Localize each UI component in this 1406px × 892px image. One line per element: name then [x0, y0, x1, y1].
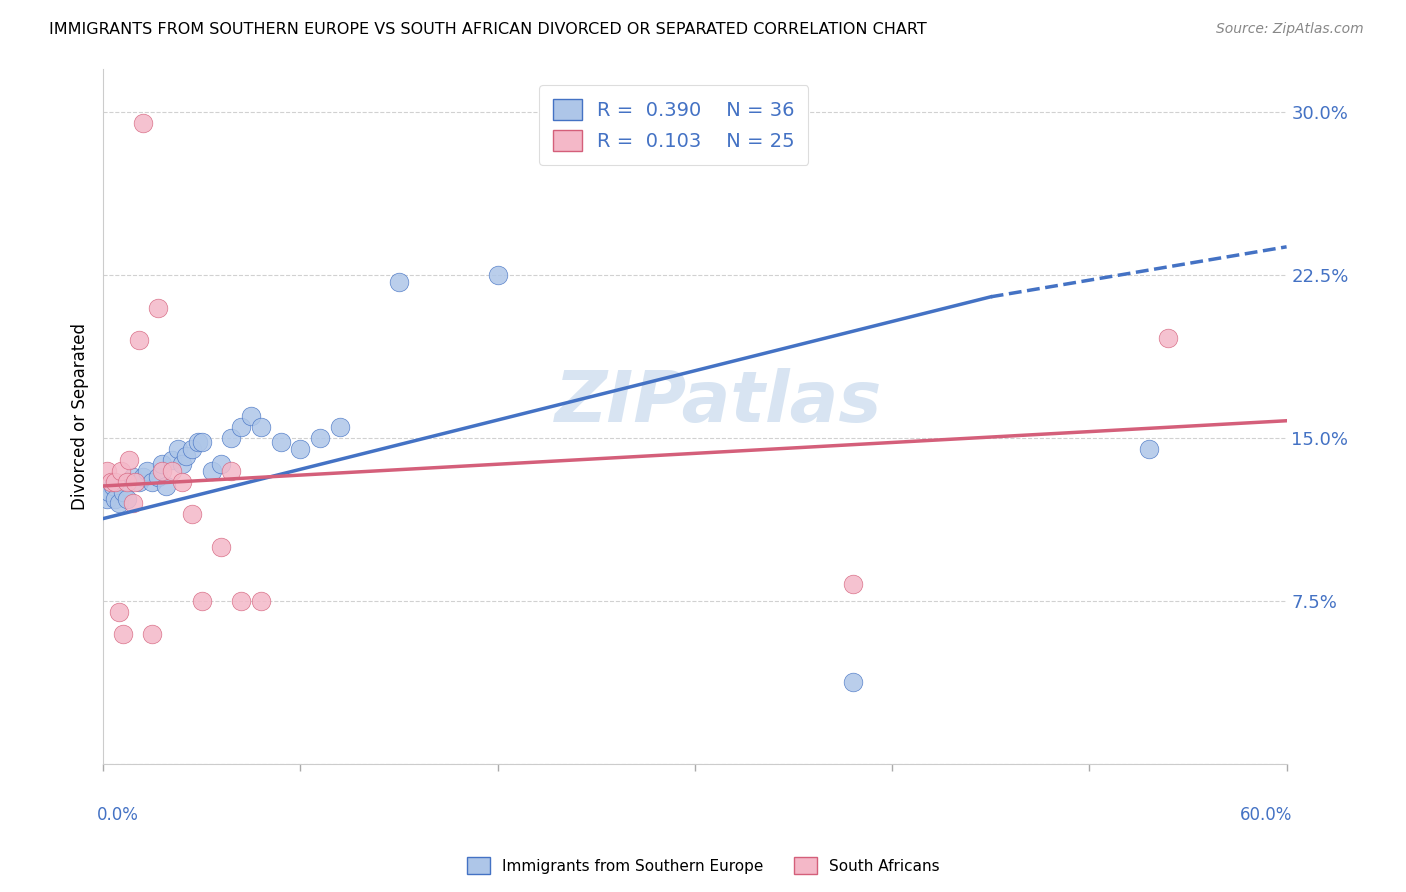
Text: ZIPatlas: ZIPatlas	[555, 368, 882, 437]
Point	[250, 420, 273, 434]
Text: 0.0%: 0.0%	[97, 806, 139, 824]
Legend: R =  0.390    N = 36, R =  0.103    N = 25: R = 0.390 N = 36, R = 0.103 N = 25	[538, 86, 808, 164]
Point	[290, 442, 312, 456]
Point	[841, 576, 863, 591]
Point	[1157, 331, 1180, 345]
Point	[111, 485, 134, 500]
Point	[170, 457, 193, 471]
Point	[1137, 442, 1160, 456]
Point	[155, 479, 177, 493]
Point	[211, 540, 233, 554]
Point	[270, 435, 292, 450]
Y-axis label: Divorced or Separated: Divorced or Separated	[72, 323, 89, 510]
Point	[108, 496, 131, 510]
Point	[170, 475, 193, 489]
Point	[104, 475, 127, 489]
Point	[135, 464, 157, 478]
Point	[101, 479, 124, 493]
Point	[211, 457, 233, 471]
Point	[190, 594, 212, 608]
Point	[111, 627, 134, 641]
Point	[190, 435, 212, 450]
Point	[150, 464, 173, 478]
Point	[240, 409, 263, 424]
Point	[100, 475, 122, 489]
Point	[160, 464, 183, 478]
Point	[141, 627, 163, 641]
Point	[841, 674, 863, 689]
Text: IMMIGRANTS FROM SOUTHERN EUROPE VS SOUTH AFRICAN DIVORCED OR SEPARATED CORRELATI: IMMIGRANTS FROM SOUTHERN EUROPE VS SOUTH…	[49, 22, 927, 37]
Point	[150, 457, 173, 471]
Point	[108, 605, 131, 619]
Point	[131, 116, 153, 130]
Point	[180, 507, 202, 521]
Point	[104, 491, 127, 506]
Point	[115, 475, 138, 489]
Legend: Immigrants from Southern Europe, South Africans: Immigrants from Southern Europe, South A…	[461, 851, 945, 880]
Point	[131, 470, 153, 484]
Point	[128, 475, 150, 489]
Text: 60.0%: 60.0%	[1240, 806, 1292, 824]
Point	[388, 275, 411, 289]
Point	[486, 268, 509, 282]
Point	[148, 301, 170, 315]
Point	[167, 442, 190, 456]
Point	[231, 420, 253, 434]
Point	[180, 442, 202, 456]
Point	[124, 475, 146, 489]
Point	[96, 491, 118, 506]
Point	[118, 453, 141, 467]
Point	[110, 464, 132, 478]
Point	[250, 594, 273, 608]
Point	[201, 464, 224, 478]
Point	[174, 449, 197, 463]
Point	[98, 485, 121, 500]
Point	[148, 470, 170, 484]
Point	[128, 333, 150, 347]
Point	[115, 491, 138, 506]
Text: Source: ZipAtlas.com: Source: ZipAtlas.com	[1216, 22, 1364, 37]
Point	[121, 470, 143, 484]
Point	[329, 420, 352, 434]
Point	[221, 431, 243, 445]
Point	[141, 475, 163, 489]
Point	[160, 453, 183, 467]
Point	[231, 594, 253, 608]
Point	[309, 431, 332, 445]
Point	[121, 496, 143, 510]
Point	[96, 464, 118, 478]
Point	[221, 464, 243, 478]
Point	[187, 435, 209, 450]
